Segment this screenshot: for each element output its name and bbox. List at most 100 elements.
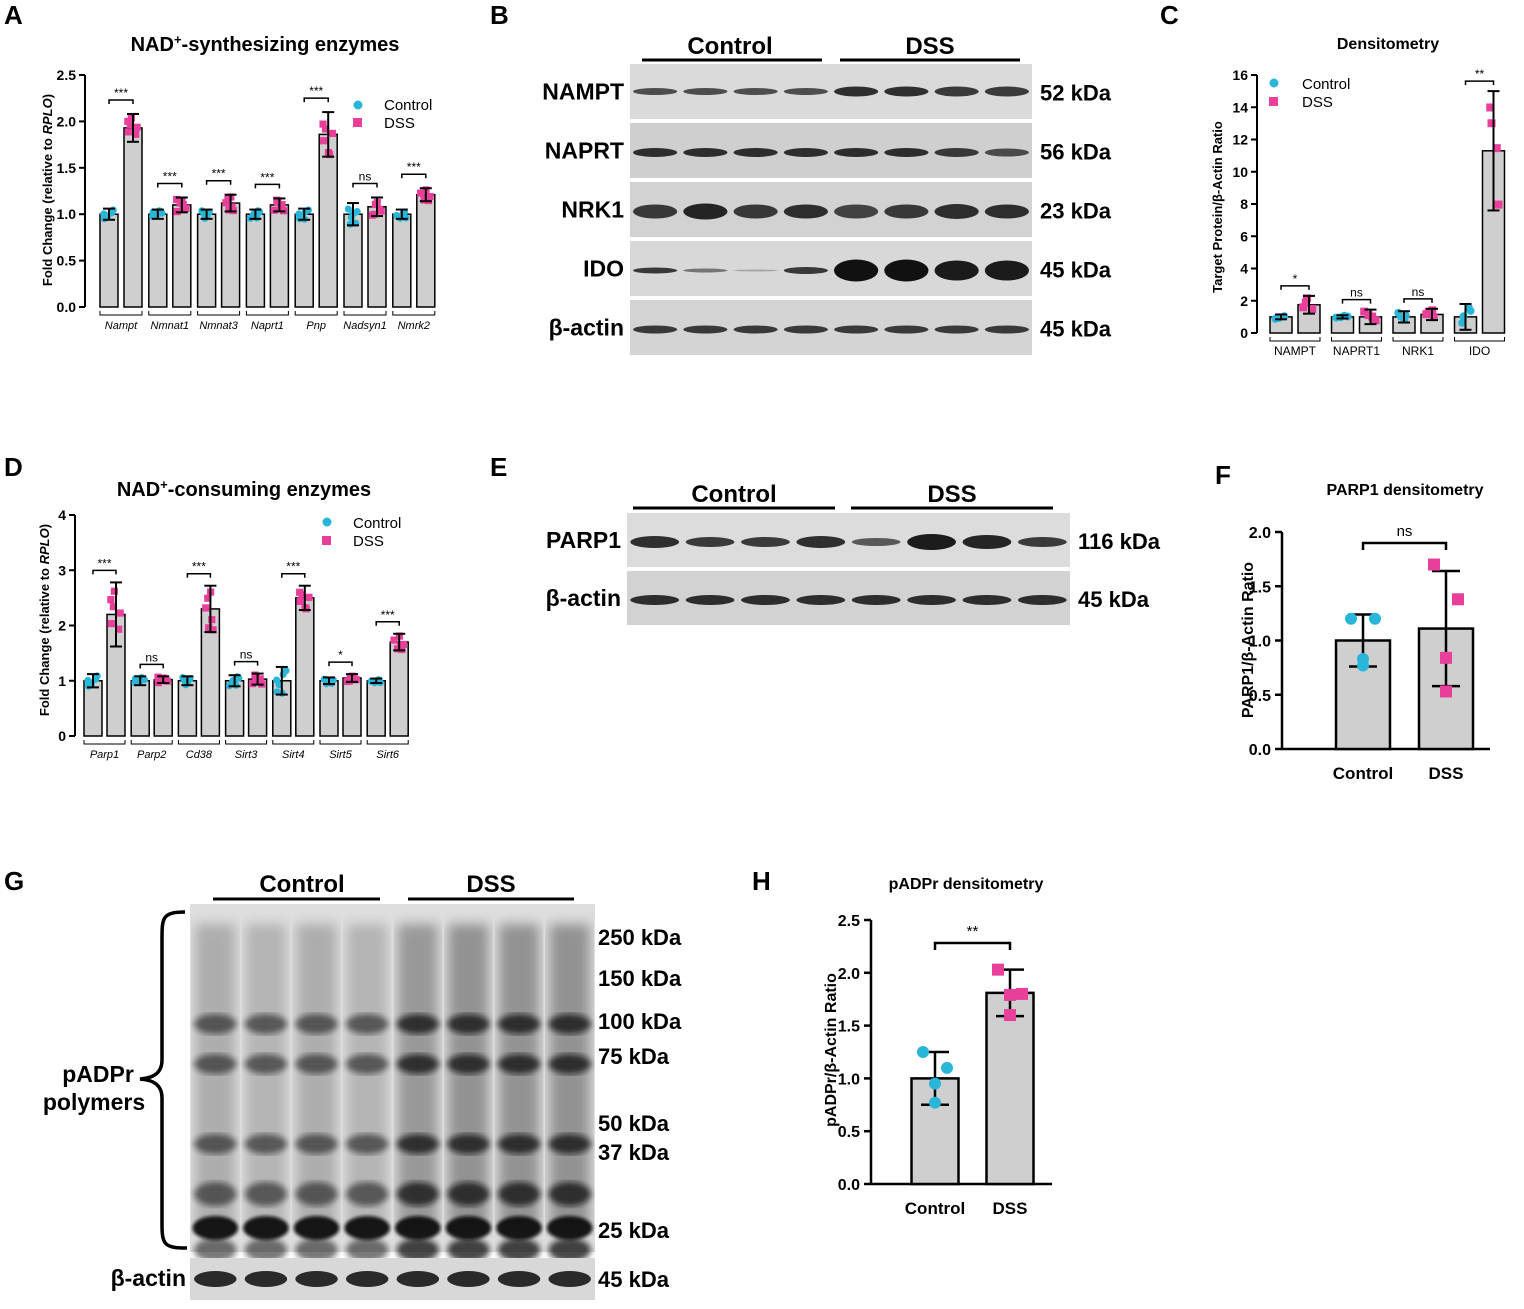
- category-bracket: [177, 740, 220, 745]
- category-bracket: [83, 740, 126, 745]
- group-label-dss: DSS: [466, 871, 515, 898]
- blot-band: [194, 1271, 237, 1287]
- blot-band: [396, 1014, 440, 1034]
- category-label: Parp1: [90, 749, 119, 761]
- blot-band: [497, 1271, 541, 1287]
- point-dss: [346, 673, 354, 681]
- point-control: [1345, 612, 1357, 625]
- point-dss: [107, 620, 115, 628]
- blot-band: [548, 1054, 591, 1074]
- blot-band: [934, 86, 979, 97]
- y-tick-label: 2.0: [838, 966, 860, 983]
- panel-label-b: B: [490, 0, 509, 30]
- point-dss: [277, 203, 285, 211]
- point-dss: [390, 636, 398, 644]
- blot-band: [934, 148, 979, 157]
- point-dss: [124, 117, 132, 126]
- significance-label: *: [338, 648, 343, 662]
- blot-band: [295, 1238, 338, 1262]
- point-dss: [1299, 303, 1308, 312]
- blot-band: [447, 1271, 490, 1287]
- point-dss: [133, 123, 141, 131]
- point-control: [344, 205, 352, 213]
- point-dss: [248, 679, 257, 688]
- panel-c-legend: Control DSS: [1269, 76, 1350, 111]
- category-label: Nmnat3: [199, 320, 238, 332]
- y-tick-label: 1.0: [1249, 634, 1271, 651]
- point-dss: [1440, 685, 1452, 698]
- blot-row-label: β-actin: [546, 585, 621, 611]
- significance-bracket: [1464, 80, 1495, 86]
- panel-f-ylabel: PARP1/β-Actin Ratio: [1240, 562, 1257, 718]
- blot-smear: [549, 924, 590, 1232]
- blot-band: [396, 1134, 440, 1154]
- y-tick-label: 6: [1240, 228, 1248, 244]
- legend-control-marker: [322, 517, 332, 527]
- significance-bracket: [352, 182, 378, 188]
- blot-band: [295, 1014, 338, 1034]
- panel-d-legend: Control DSS: [322, 515, 401, 550]
- panel-h-ylabel: pADPr/β-Actin Ratio: [823, 973, 840, 1127]
- blot-band: [194, 1238, 237, 1262]
- blot-band: [497, 1238, 541, 1262]
- point-control: [917, 1046, 929, 1058]
- blot-band: [741, 537, 790, 547]
- blot-smear: [346, 924, 388, 1232]
- blot-row-label: NAPRT: [545, 138, 624, 164]
- category-label: Sirt3: [235, 749, 259, 761]
- marker-kda-label: 100 kDa: [598, 1009, 682, 1034]
- blot-kda-label: 45 kDa: [1040, 317, 1112, 342]
- point-control: [100, 210, 108, 218]
- category-bracket: [294, 311, 338, 316]
- blot-band: [496, 1216, 542, 1240]
- significance-bracket: [1403, 298, 1433, 303]
- blot-band: [396, 1238, 440, 1262]
- point-dss: [423, 194, 431, 202]
- point-dss: [1004, 1009, 1016, 1022]
- category-label: Nampt: [105, 320, 138, 332]
- blot-band: [396, 1054, 440, 1074]
- y-tick-label: 10: [1232, 164, 1248, 180]
- blot-band: [295, 1271, 338, 1287]
- blot-band: [244, 1014, 288, 1034]
- point-dss: [115, 625, 123, 633]
- point-dss: [319, 137, 328, 145]
- marker-kda-label: 75 kDa: [598, 1044, 670, 1069]
- point-dss: [1440, 651, 1452, 664]
- blot-smear: [296, 924, 337, 1232]
- y-tick-label: 1: [58, 673, 66, 689]
- blot-band: [984, 325, 1029, 334]
- category-bracket: [197, 311, 241, 316]
- legend-control-label: Control: [1302, 76, 1350, 93]
- legend-control-label: Control: [384, 97, 432, 114]
- blot-band: [783, 204, 828, 219]
- blot-band: [244, 1238, 288, 1262]
- category-label: Parp2: [137, 749, 166, 761]
- blot-band: [447, 1014, 490, 1034]
- blot-band: [733, 88, 778, 95]
- blot-band: [683, 203, 728, 220]
- point-dss: [225, 206, 233, 214]
- point-dss: [270, 206, 278, 214]
- blot-band: [683, 268, 728, 273]
- y-tick-label: 0.5: [57, 253, 77, 269]
- significance-label: *: [1293, 272, 1298, 286]
- point-dss: [1308, 304, 1317, 313]
- blot-band: [851, 595, 901, 605]
- point-dss: [1494, 200, 1503, 209]
- significance-bracket: [375, 621, 400, 626]
- point-dss: [255, 677, 263, 685]
- polymer-bracket: [139, 910, 188, 1250]
- panel-label-d: D: [4, 452, 23, 482]
- blot-band: [345, 1134, 389, 1154]
- blot-band: [683, 148, 728, 157]
- y-tick-label: 1.0: [57, 206, 77, 222]
- significance-bracket: [186, 572, 212, 578]
- blot-band: [194, 1134, 237, 1154]
- blot-band: [783, 267, 828, 274]
- point-dss: [1301, 298, 1310, 307]
- point-dss: [1368, 312, 1377, 321]
- panel-label-g: G: [4, 866, 24, 896]
- category-bracket: [1331, 337, 1382, 342]
- legend-control-label: Control: [353, 515, 401, 532]
